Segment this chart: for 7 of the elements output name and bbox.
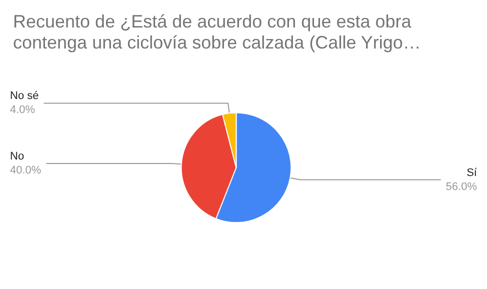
slice-label: No sé — [10, 90, 39, 102]
data-label: 40.0% — [10, 164, 42, 177]
data-label: 56.0% — [446, 180, 478, 193]
data-label: 4.0% — [10, 104, 36, 116]
slice-label: No — [10, 150, 24, 163]
slice-label: Sí — [466, 166, 478, 179]
chart-title: Recuento de ¿Está de acuerdo con que esta obra contenga una ciclovía sobre calzada (Calle Yrigo… — [13, 12, 421, 52]
